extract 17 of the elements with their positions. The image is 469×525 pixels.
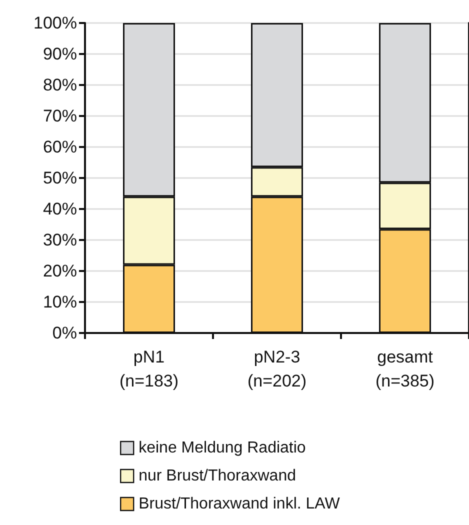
x-tick-label: pN2-3 (n=202) xyxy=(247,348,307,390)
y-tick-label: 70% xyxy=(42,106,77,126)
x-tick-label: pN1 (n=183) xyxy=(119,348,179,390)
y-tick-label: 60% xyxy=(42,138,77,156)
y-tick-label: 100% xyxy=(34,14,77,32)
legend-label: nur Brust/Thoraxwand xyxy=(138,468,296,484)
y-tick-label: 20% xyxy=(42,262,77,280)
x-tick-label: gesamt (n=385) xyxy=(375,348,435,390)
y-tick-label: 30% xyxy=(42,230,77,250)
y-tick-label: 50% xyxy=(42,168,77,188)
legend-label: Brust/Thoraxwand inkl. LAW xyxy=(138,496,341,512)
y-tick-label: 40% xyxy=(42,200,77,218)
y-tick-label: 10% xyxy=(42,292,77,312)
legend-label: keine Meldung Radiatio xyxy=(138,440,306,456)
y-tick-label: 80% xyxy=(42,76,77,94)
y-tick-label: 90% xyxy=(42,44,77,64)
y-tick-label: 0% xyxy=(52,324,77,342)
